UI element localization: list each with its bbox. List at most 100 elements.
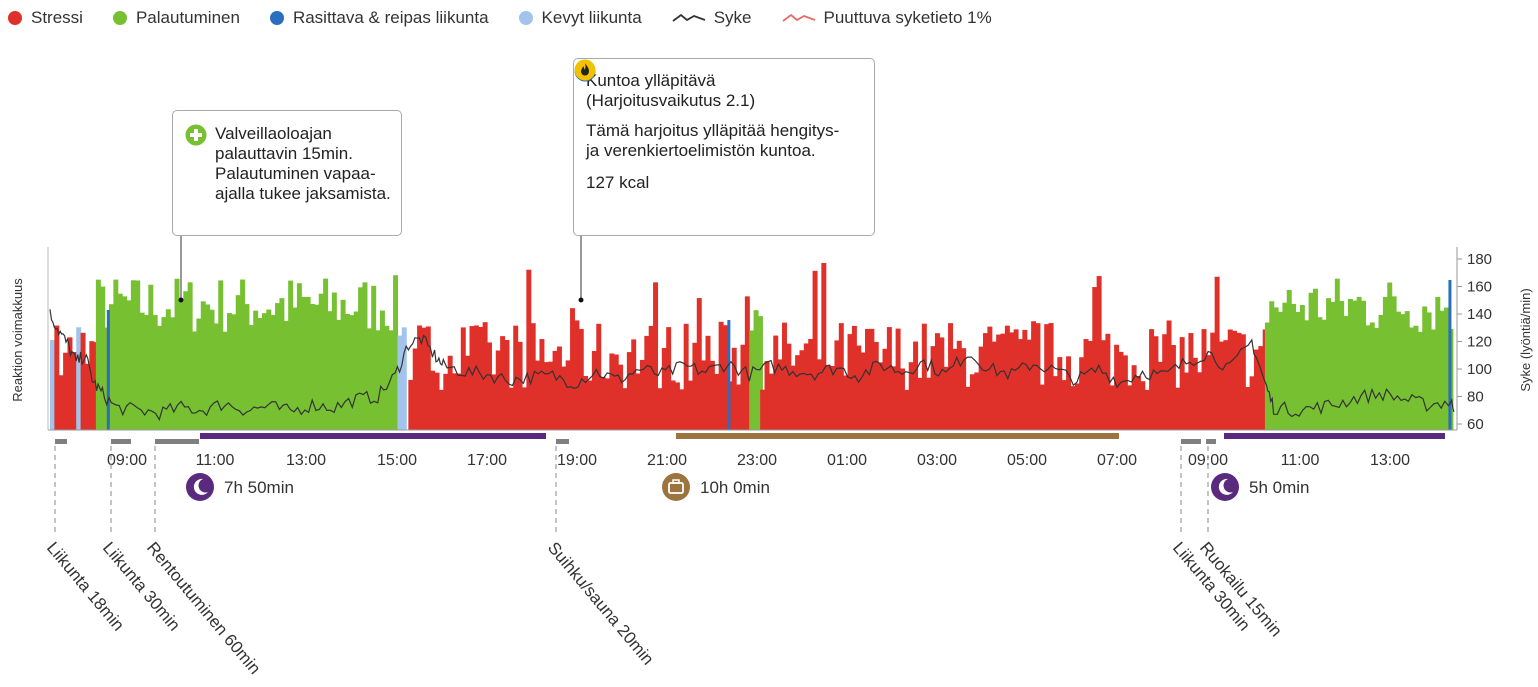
- recovery-bar: [240, 279, 246, 430]
- recovery-bar: [331, 292, 337, 430]
- legend-recovery-label: Palautuminen: [135, 8, 240, 27]
- light-bar: [76, 327, 82, 430]
- recovery-bar: [1295, 311, 1301, 430]
- stress-bar: [1258, 346, 1264, 430]
- stress-bar: [860, 352, 866, 430]
- stress-bar: [679, 389, 685, 430]
- recovery-bar: [310, 304, 315, 430]
- light-bar: [50, 340, 55, 430]
- kcal-row: 127 kcal: [574, 59, 864, 193]
- recovery-bar: [1339, 300, 1345, 430]
- stress-bar: [1048, 323, 1054, 430]
- stress-bar: [1175, 387, 1181, 430]
- recovery-bar: [1334, 278, 1340, 430]
- stress-bar: [609, 353, 615, 430]
- stress-bar: [740, 344, 746, 430]
- recovery-bar: [235, 295, 241, 430]
- recovery-bar: [1299, 305, 1305, 430]
- recovery-bar: [178, 301, 184, 430]
- activity-marker: [556, 439, 569, 444]
- stress-bar: [430, 370, 436, 430]
- recovery-bar: [275, 303, 281, 430]
- stress-bar: [934, 333, 940, 430]
- kcal-value: 127 kcal: [586, 173, 650, 192]
- stress-bar: [956, 340, 962, 430]
- recovery-bar: [226, 313, 232, 430]
- recovery-bar: [143, 314, 149, 430]
- sleep-duration-1: 7h 50min: [224, 478, 294, 497]
- light-bar: [401, 327, 407, 430]
- stress-bar: [600, 376, 606, 430]
- stress-bar: [926, 377, 932, 430]
- recovery-bar: [349, 315, 355, 430]
- recovery-bar: [244, 304, 250, 430]
- stress-bar: [421, 327, 427, 430]
- stress-bar: [921, 323, 927, 430]
- stress-bar: [736, 384, 742, 430]
- stress-bar: [917, 377, 923, 430]
- stress-bar: [1166, 320, 1172, 430]
- stress-bar: [812, 270, 818, 430]
- recovery-bar: [170, 317, 176, 430]
- stress-bar: [1149, 329, 1155, 430]
- light-bar: [397, 335, 403, 430]
- stress-bar: [583, 376, 589, 430]
- recovery-bar: [100, 286, 106, 430]
- recovery-bar: [161, 317, 167, 430]
- recovery-bar: [1317, 317, 1323, 430]
- recovery-bar: [283, 321, 289, 430]
- stress-bar: [670, 380, 676, 430]
- stress-bar: [1197, 372, 1203, 430]
- stress-bar: [803, 343, 809, 430]
- recovery-bar: [213, 323, 219, 430]
- stress-bar: [1057, 357, 1063, 430]
- stress-bar: [688, 380, 694, 430]
- stress-bar: [1079, 357, 1085, 430]
- recovery-bar: [1330, 301, 1336, 430]
- recovery-bar: [296, 283, 302, 430]
- recovery-bar: [174, 278, 180, 430]
- stress-bar: [696, 298, 702, 430]
- stress-bar: [1223, 340, 1229, 430]
- stress-bar: [674, 382, 680, 430]
- recovery-bar: [148, 284, 154, 430]
- recovery-bar: [257, 317, 263, 430]
- stress-bar: [63, 352, 69, 430]
- recovery-bar: [152, 315, 158, 430]
- stress-bar: [54, 325, 60, 430]
- recovery-bar: [1312, 288, 1318, 430]
- stress-bar: [644, 335, 650, 430]
- stress-bar: [653, 282, 659, 430]
- stress-bar: [1170, 345, 1176, 430]
- stress-bar: [1201, 329, 1207, 430]
- legend-hr: Syke: [664, 8, 752, 28]
- stress-bar: [714, 373, 720, 430]
- recovery-bar: [340, 299, 346, 430]
- recovery-bar: [292, 307, 298, 430]
- stress-bar: [795, 355, 801, 430]
- stress-bar: [1157, 361, 1163, 430]
- recovery-bar: [157, 325, 163, 430]
- recovery-bar: [1409, 327, 1415, 430]
- legend-missing-label: Puuttuva syketieto 1%: [823, 8, 992, 27]
- stress-bar: [1227, 329, 1233, 430]
- stress-bar: [639, 359, 645, 430]
- activity-connectors: [54, 446, 1209, 535]
- stress-bar: [834, 340, 840, 430]
- stress-bar: [786, 343, 792, 430]
- stress-bar: [882, 348, 888, 430]
- work-period: 10h 0min: [662, 473, 770, 501]
- stress-bar: [939, 337, 945, 430]
- stress-bar: [895, 328, 901, 430]
- recovery-bar: [1343, 316, 1349, 430]
- stress-bar: [504, 340, 510, 430]
- activity-marker: [111, 439, 131, 444]
- stress-bar: [1127, 385, 1133, 430]
- recovery-bar: [366, 328, 372, 430]
- recovery-bar: [1278, 311, 1283, 430]
- recovery-bar: [183, 291, 189, 430]
- recovery-bar: [95, 279, 101, 430]
- stress-bar: [622, 388, 628, 430]
- stress-bar: [648, 325, 654, 430]
- stress-bar: [1214, 276, 1220, 430]
